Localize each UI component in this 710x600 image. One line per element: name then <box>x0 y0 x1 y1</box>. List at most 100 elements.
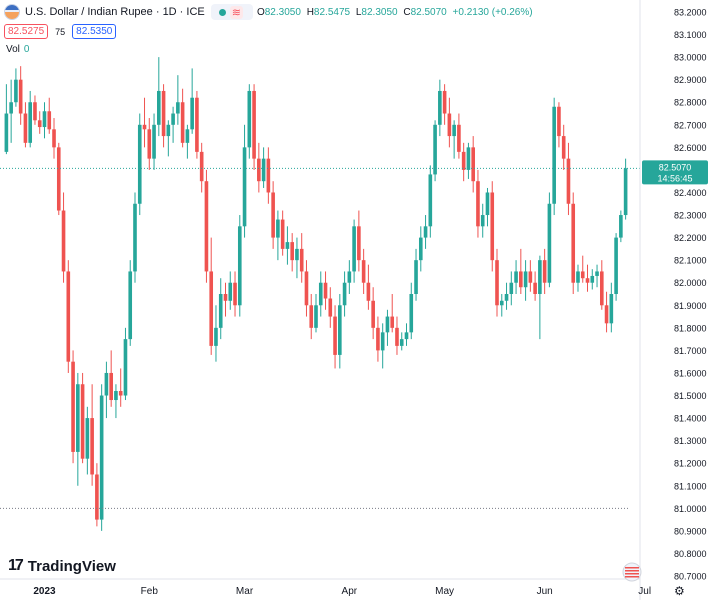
tradingview-logo[interactable]: 17 TradingView <box>8 557 116 575</box>
price-tag-value: 82.5070 <box>659 162 692 172</box>
price-tick-label: 83.0000 <box>674 53 707 63</box>
candle-body <box>614 237 618 294</box>
candle-body <box>309 305 314 328</box>
candle-body <box>566 158 571 204</box>
price-tick-label: 80.8000 <box>674 549 707 559</box>
price-tag-box <box>642 160 708 185</box>
candle-body <box>557 106 561 137</box>
candle-body <box>180 102 185 143</box>
candle-body <box>542 260 547 283</box>
high-value: 82.5475 <box>313 6 351 18</box>
candle-body <box>371 300 375 328</box>
candle-body <box>619 215 623 238</box>
price-tick-label: 82.9000 <box>674 75 707 85</box>
candle-body <box>42 111 47 128</box>
candle-body <box>471 147 476 182</box>
low-value: 82.3050 <box>361 6 398 18</box>
candle-body <box>118 391 123 396</box>
price-tick-label: 81.2000 <box>674 459 707 469</box>
time-axis[interactable]: 2023FebMarAprMayJunJulAug <box>0 578 710 597</box>
candle-body <box>418 237 423 261</box>
candle-body <box>323 282 328 299</box>
candle-body <box>538 260 542 294</box>
market-status-pill[interactable]: ≋ <box>210 4 253 20</box>
tradingview-logo-icon: 17 <box>8 557 24 574</box>
candle-body <box>99 395 104 520</box>
candle-body <box>357 226 361 261</box>
open-label: O <box>256 6 265 18</box>
price-tag-countdown: 14:56:45 <box>657 173 692 183</box>
candle-body <box>466 147 471 170</box>
flag-stripe <box>625 570 639 572</box>
candle-body <box>252 90 256 159</box>
symbol-title[interactable]: U.S. Dollar / Indian Rupee · 1D · ICE <box>25 6 205 18</box>
candle-body <box>595 271 599 276</box>
candle-body <box>476 181 480 227</box>
candle-body <box>85 418 90 459</box>
candle-body <box>552 106 556 204</box>
candle-body <box>428 174 433 227</box>
volume-value: 0 <box>23 44 30 55</box>
buy-price-button[interactable]: 82.5350 <box>72 24 117 39</box>
price-tick-label: 82.6000 <box>674 143 707 153</box>
candle-body <box>414 260 418 294</box>
candle-body <box>233 282 237 306</box>
candle-body <box>33 102 37 121</box>
flag-stripe <box>625 573 639 575</box>
candle-body <box>333 316 337 355</box>
candle-body <box>447 113 452 137</box>
price-tick-label: 82.4000 <box>674 188 707 198</box>
candle-body <box>438 90 442 125</box>
candle-body <box>166 124 171 137</box>
candle-body <box>52 129 56 148</box>
price-tick-label: 82.8000 <box>674 98 707 108</box>
candle-body <box>571 203 576 283</box>
candle-body <box>599 271 604 306</box>
candle-body <box>499 300 504 306</box>
candle-body <box>71 361 75 452</box>
price-axis[interactable]: 83.2000 83.1000 83.0000 82.9000 82.8000 82.70… <box>639 0 707 600</box>
ohlc-values: O82.3050 H82.5475 L82.3050 C82.5070 +0.2… <box>257 7 536 18</box>
candle-body <box>590 275 595 283</box>
candle-body <box>204 181 209 272</box>
candle-body <box>28 102 33 143</box>
candle-body <box>142 124 147 130</box>
candle-body <box>209 271 214 346</box>
candle-body <box>266 158 271 193</box>
candle-body <box>56 147 61 211</box>
candle-body <box>95 474 99 520</box>
price-tick-label: 82.7000 <box>674 120 707 130</box>
candle-body <box>185 129 190 143</box>
flag-stripe <box>625 567 639 569</box>
sell-price-button[interactable]: 82.5275 <box>4 24 49 39</box>
price-tick-label: 82.1000 <box>674 256 707 266</box>
candle-body <box>123 339 128 396</box>
candle-body <box>271 192 275 238</box>
candle-body <box>328 298 333 317</box>
candle-body <box>223 294 228 301</box>
candle-body <box>80 384 85 459</box>
settings-gear-icon[interactable]: ⚙ <box>674 584 685 598</box>
flag-marker-circle <box>622 562 642 582</box>
candle-body <box>461 151 466 170</box>
candle-body <box>290 242 294 261</box>
candle-body <box>114 391 118 401</box>
volume-legend[interactable]: Vol 0 <box>6 44 29 55</box>
low-label: L <box>355 6 362 18</box>
candle-body <box>61 210 66 272</box>
candle-body <box>480 215 485 227</box>
candle-body <box>442 90 447 114</box>
candle-body <box>156 90 161 125</box>
us-flag-marker-icon <box>622 562 642 582</box>
candle-body <box>366 282 371 301</box>
candle-body <box>104 372 109 396</box>
candle-body <box>276 219 280 238</box>
price-tick-label: 81.9000 <box>674 301 707 311</box>
candle-body <box>576 271 580 283</box>
candle-body <box>285 242 290 249</box>
candle-body <box>519 271 523 288</box>
high-label: H <box>306 6 314 18</box>
candle-body <box>347 271 352 283</box>
candle-body <box>409 294 414 333</box>
